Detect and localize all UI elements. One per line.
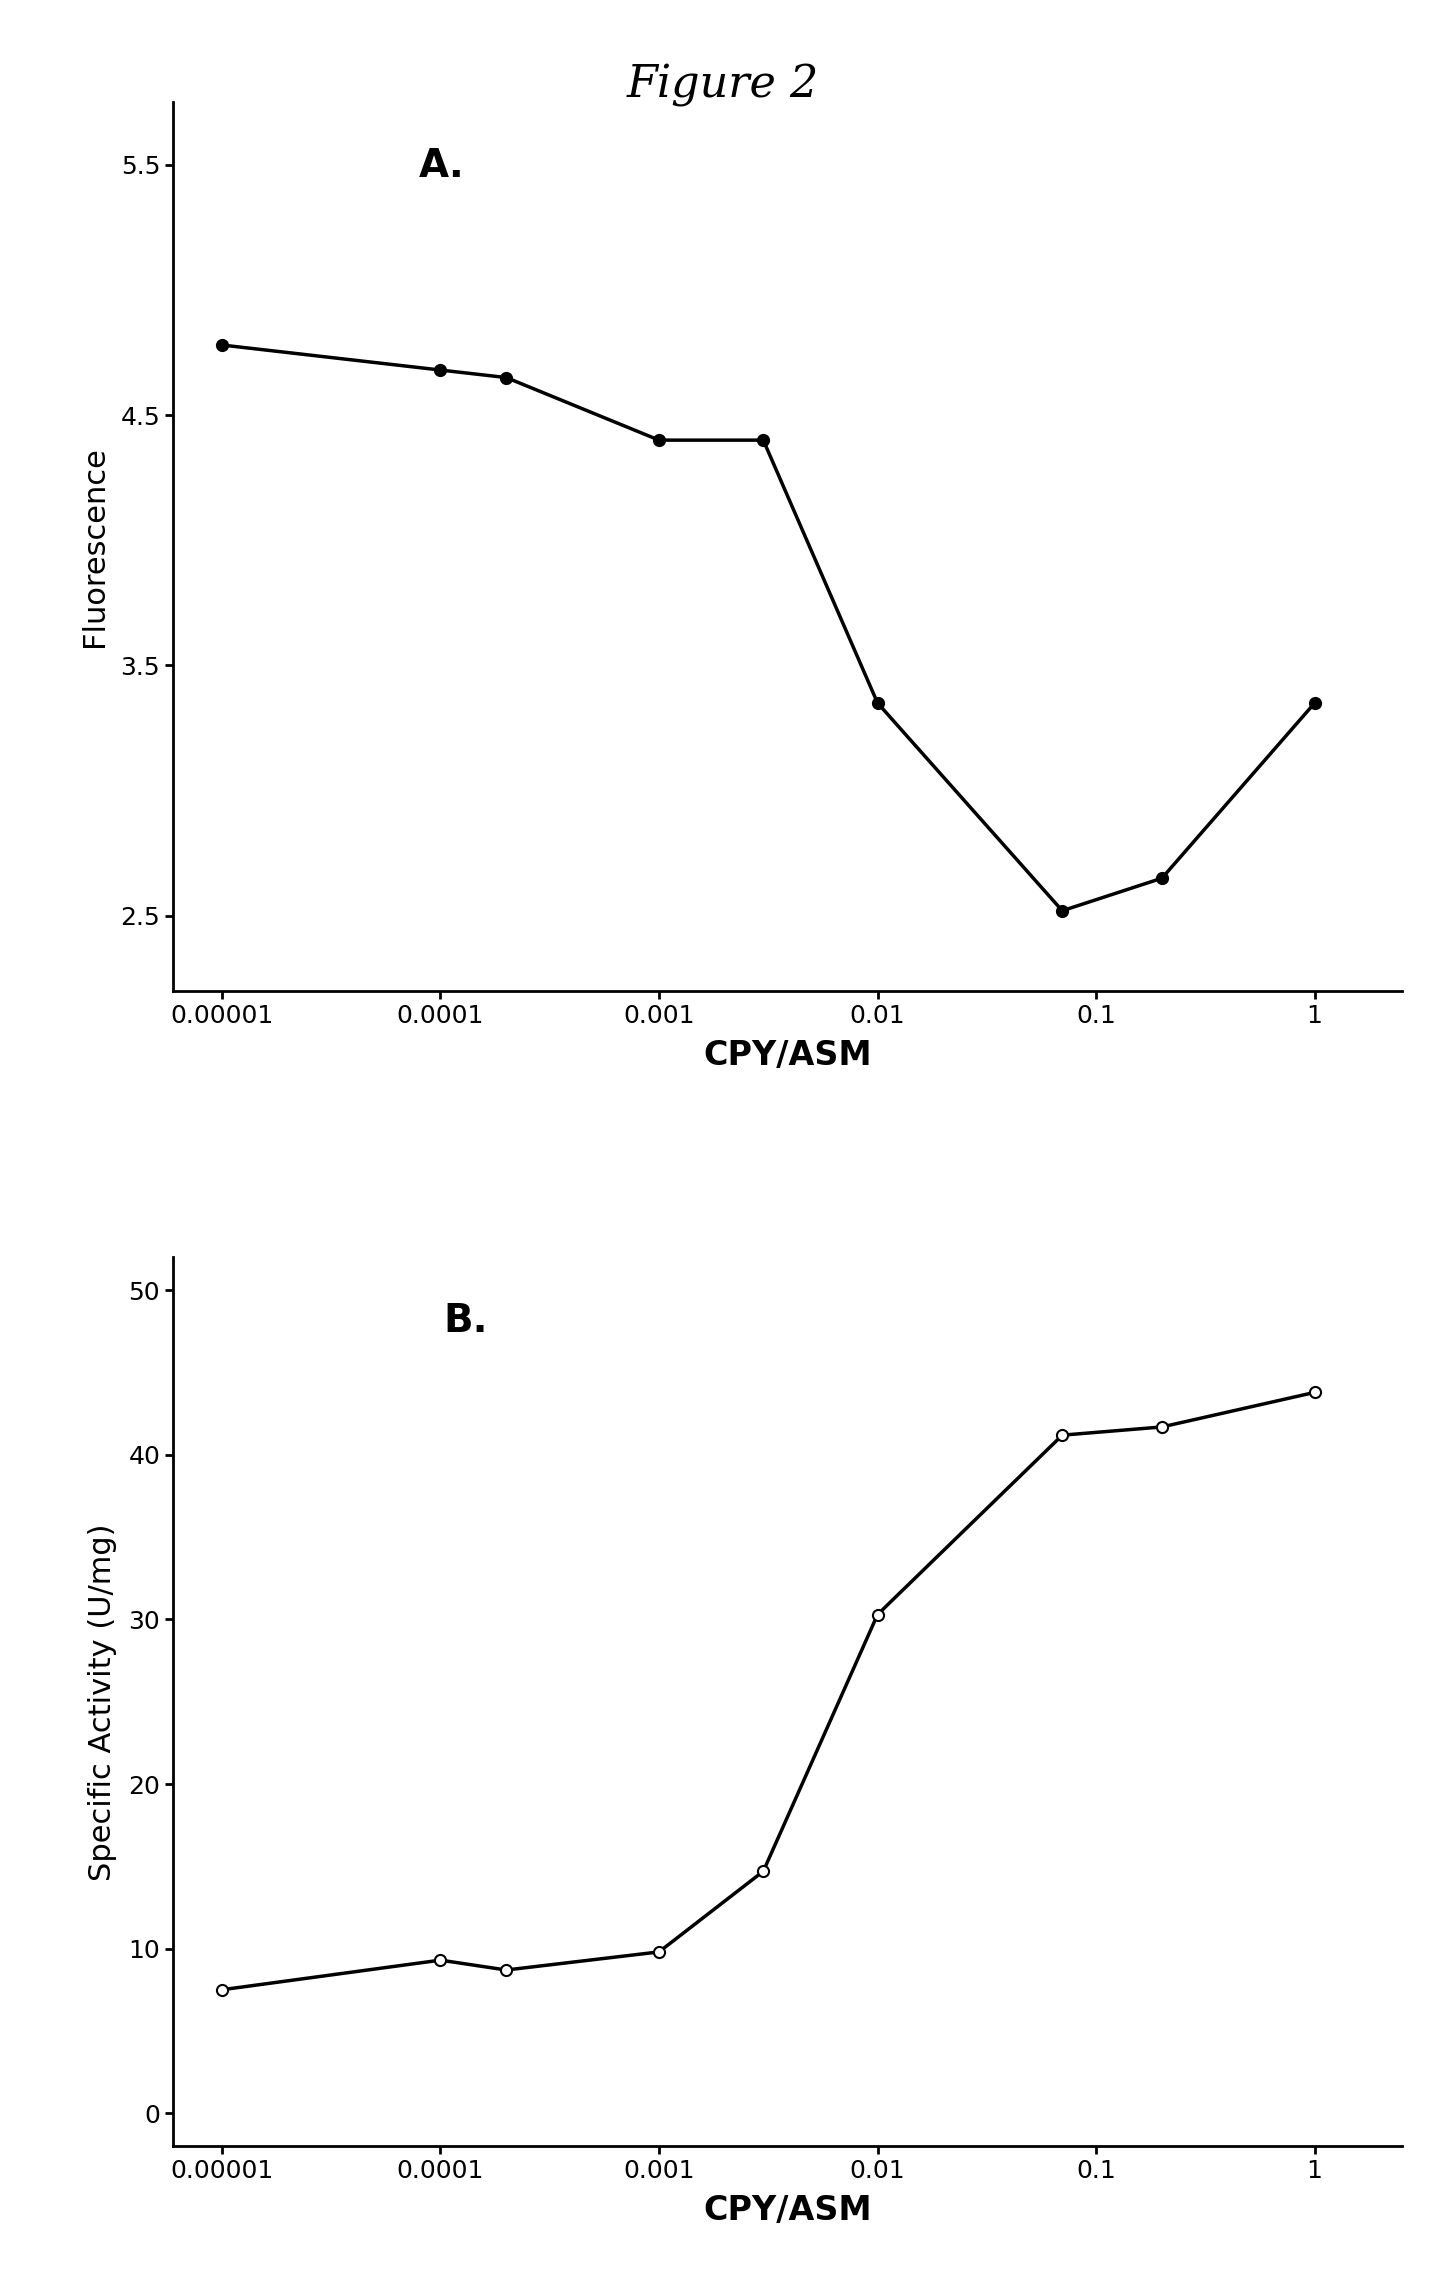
- Y-axis label: Specific Activity (U/mg): Specific Activity (U/mg): [88, 1524, 117, 1880]
- Text: B.: B.: [444, 1301, 488, 1340]
- Y-axis label: Fluorescence: Fluorescence: [81, 445, 110, 647]
- X-axis label: CPY/ASM: CPY/ASM: [704, 2194, 871, 2228]
- X-axis label: CPY/ASM: CPY/ASM: [704, 1040, 871, 1072]
- Text: A.: A.: [419, 148, 465, 184]
- Text: Figure 2: Figure 2: [626, 64, 819, 107]
